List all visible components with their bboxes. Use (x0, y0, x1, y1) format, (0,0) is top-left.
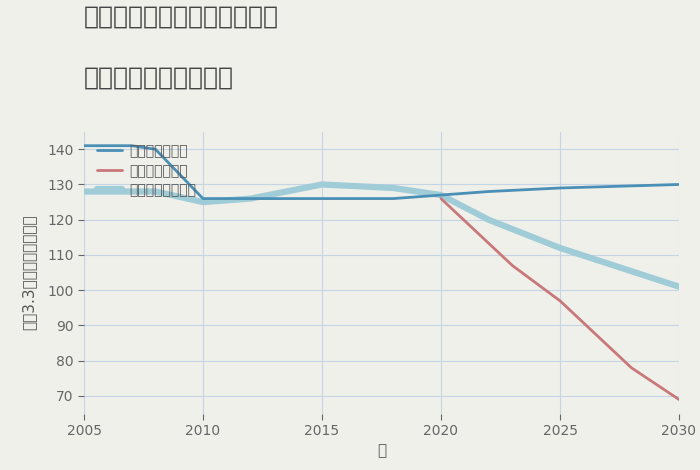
ノーマルシナリオ (151, 188, 160, 195)
ノーマルシナリオ (675, 284, 683, 290)
バッドシナリオ (437, 196, 445, 201)
グッドシナリオ (675, 181, 683, 187)
グッドシナリオ (318, 196, 326, 201)
グッドシナリオ (151, 146, 160, 152)
Text: 中古戸建ての価格推移: 中古戸建ての価格推移 (84, 66, 234, 90)
Line: グッドシナリオ: グッドシナリオ (84, 146, 679, 198)
グッドシナリオ (437, 192, 445, 198)
グッドシナリオ (556, 185, 564, 191)
Text: 神奈川県横須賀市佐島の丘の: 神奈川県横須賀市佐島の丘の (84, 5, 279, 29)
ノーマルシナリオ (199, 199, 207, 205)
バッドシナリオ (675, 397, 683, 402)
グッドシナリオ (199, 196, 207, 201)
Y-axis label: 坪（3.3㎡）単価（万円）: 坪（3.3㎡）単価（万円） (21, 215, 36, 330)
グッドシナリオ (389, 196, 398, 201)
ノーマルシナリオ (80, 188, 88, 195)
Line: ノーマルシナリオ: ノーマルシナリオ (84, 184, 679, 287)
ノーマルシナリオ (556, 245, 564, 251)
ノーマルシナリオ (246, 196, 255, 201)
Line: バッドシナリオ: バッドシナリオ (441, 198, 679, 400)
Legend: グッドシナリオ, バッドシナリオ, ノーマルシナリオ: グッドシナリオ, バッドシナリオ, ノーマルシナリオ (97, 144, 196, 197)
バッドシナリオ (627, 365, 636, 370)
ノーマルシナリオ (389, 185, 398, 191)
ノーマルシナリオ (437, 192, 445, 198)
グッドシナリオ (484, 188, 493, 195)
バッドシナリオ (508, 263, 517, 268)
バッドシナリオ (556, 298, 564, 304)
グッドシナリオ (127, 143, 136, 149)
ノーマルシナリオ (318, 181, 326, 187)
グッドシナリオ (80, 143, 88, 149)
ノーマルシナリオ (484, 217, 493, 222)
X-axis label: 年: 年 (377, 444, 386, 459)
グッドシナリオ (246, 196, 255, 201)
